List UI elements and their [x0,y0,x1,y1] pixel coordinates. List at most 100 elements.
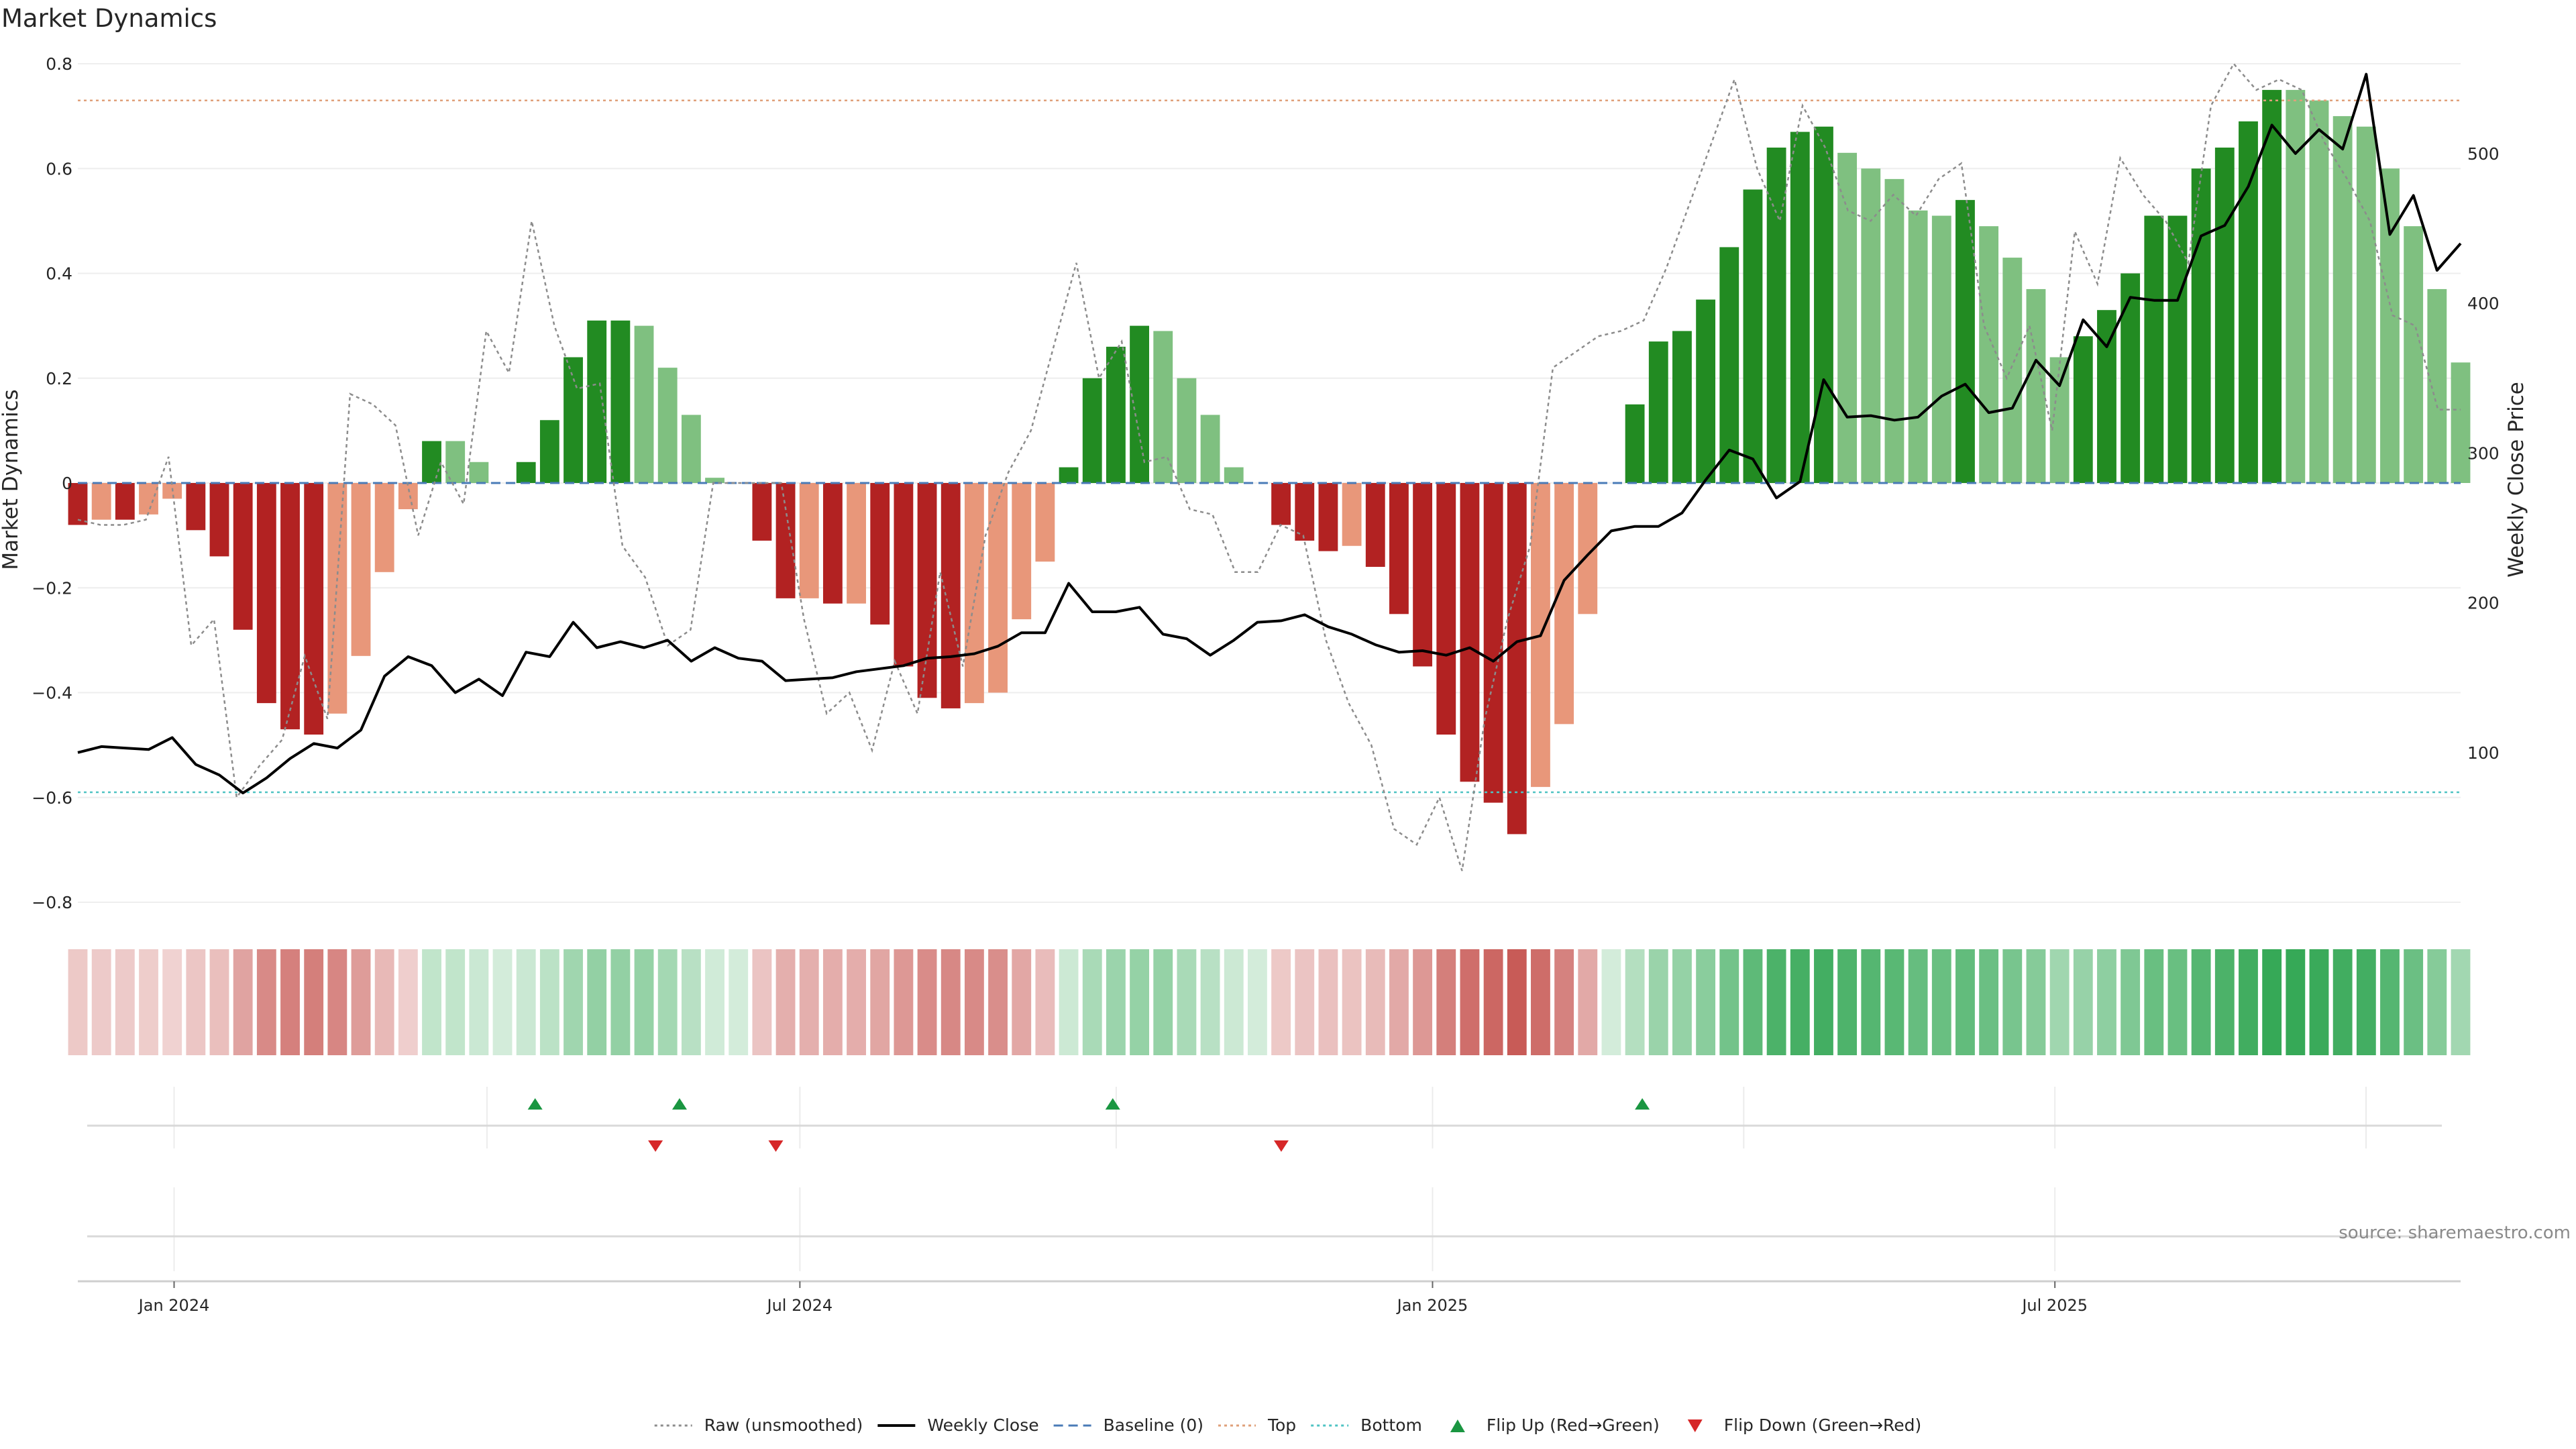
heat-cell [422,949,441,1055]
y2-tick-label: 500 [2467,144,2500,164]
weekly-close-line [77,72,2462,795]
bar [681,415,701,483]
legend-label: Weekly Close [927,1415,1038,1435]
legend-item: Weekly Close [877,1415,1039,1435]
heat-cell [1271,949,1291,1055]
heat-cell [1012,949,1032,1055]
bar [1012,483,1032,620]
heat-cell [2144,949,2164,1055]
heat-cell [1696,949,1716,1055]
flip-up-marker [1635,1098,1650,1110]
heat-cell [1059,949,1079,1055]
reference-lines [78,99,2461,794]
heat-cell [1035,949,1055,1055]
bar [1837,152,1858,483]
heat-cell [1247,949,1267,1055]
bar [2239,121,2258,483]
bar [988,483,1008,693]
heat-cell [233,949,253,1055]
bar [233,483,253,630]
y2-tick-label: 400 [2467,294,2500,313]
bar [1389,483,1409,614]
heat-strip [68,949,2471,1055]
legend-item: Flip Down (Green→Red) [1687,1415,1921,1435]
heat-cell [2356,949,2376,1055]
flip-up-marker [1105,1098,1120,1110]
legend-item: Flip Up (Red→Green) [1450,1415,1660,1435]
heat-cell [1766,949,1786,1055]
bar [2167,215,2188,483]
heat-cell [1106,949,1126,1055]
heat-cell [941,949,961,1055]
heat-cell [1625,949,1645,1055]
heat-cell [280,949,300,1055]
heat-cell [822,949,843,1055]
heat-cell [2239,949,2258,1055]
heat-cell [2121,949,2141,1055]
y-tick-label: −0.4 [32,684,72,703]
bar [1814,126,1833,483]
y2-axis-label: Weekly Close Price [2504,382,2528,578]
heat-cell [2214,949,2235,1055]
heat-cell [445,949,466,1055]
y-tick-label: −0.6 [32,788,72,808]
heat-cell [492,949,513,1055]
y-axis-label: Market Dynamics [0,389,23,570]
bar [2380,168,2400,483]
bar [469,462,489,483]
heat-cell [2380,949,2400,1055]
bar [2356,126,2376,483]
bar [2121,273,2141,483]
legend-label: Baseline (0) [1104,1415,1203,1435]
heat-cell [775,949,796,1055]
heat-cell [917,949,937,1055]
heat-cell [894,949,914,1055]
bar [68,483,88,525]
heat-cell [1200,949,1220,1055]
bar [2262,90,2282,483]
bar [1696,299,1716,483]
heat-cell [516,949,536,1055]
heat-cell [2191,949,2211,1055]
heat-cell [587,949,607,1055]
bar [2286,90,2306,483]
x-tick-label: Jul 2024 [766,1296,833,1315]
heat-cell [1130,949,1149,1055]
raw-series-line [77,62,2461,871]
heat-cell [799,949,819,1055]
y-tick-label: 0.8 [46,54,72,74]
bar [1436,483,1456,735]
heat-cell [256,949,276,1055]
heat-cell [1531,949,1550,1055]
bar [870,483,890,625]
heat-cell [2167,949,2188,1055]
heat-cell [752,949,772,1055]
bar [705,478,724,483]
bar [2332,116,2353,483]
heat-cell [1365,949,1385,1055]
heat-cell [1153,949,1173,1055]
bar [1625,404,1645,483]
bar [1554,483,1574,724]
x-axis-ticks: Jan 2024 Jul 2024 Jan 2025 Jul 2025 [138,1281,2088,1315]
heat-cell [870,949,890,1055]
bar [2144,215,2164,483]
bar [1719,247,1739,483]
bar [1672,331,1692,483]
heat-cell [2002,949,2023,1055]
bar [1884,178,1904,483]
y-axis-ticks: 0.8 0.6 0.4 0.2 0 −0.2 −0.4 −0.6 −0.8 [32,54,72,912]
heat-cell [1177,949,1197,1055]
heat-cell [162,949,182,1055]
bar [1790,131,1810,483]
bar [2097,310,2116,483]
heat-cell [610,949,631,1055]
bar [941,483,961,708]
bar [1931,215,1951,483]
bar [1413,483,1433,667]
bar [398,483,418,510]
bar [634,325,654,483]
bar [186,483,206,531]
bar [1059,467,1079,483]
legend-label: Top [1267,1415,1296,1435]
